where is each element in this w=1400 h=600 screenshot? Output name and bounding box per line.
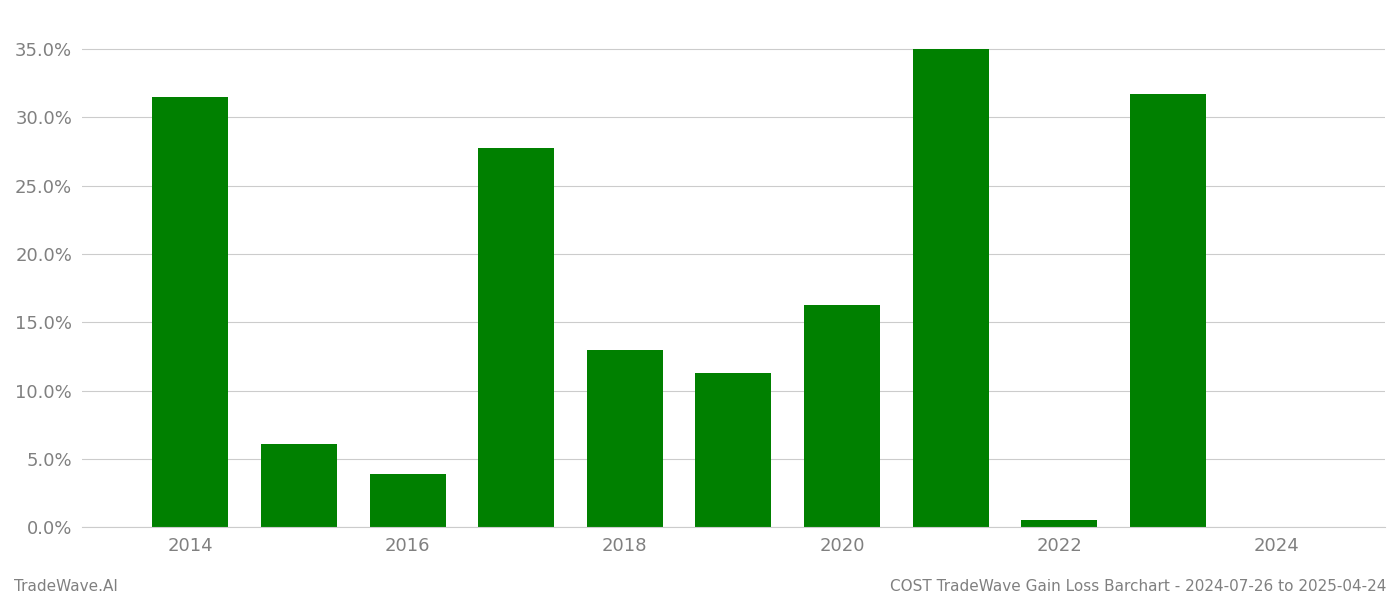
Bar — [804, 305, 881, 527]
Bar — [1130, 94, 1205, 527]
Bar — [587, 350, 662, 527]
Bar — [913, 49, 988, 527]
Bar — [260, 444, 337, 527]
Text: COST TradeWave Gain Loss Barchart - 2024-07-26 to 2025-04-24: COST TradeWave Gain Loss Barchart - 2024… — [889, 579, 1386, 594]
Bar — [1021, 520, 1098, 527]
Bar — [370, 474, 445, 527]
Bar — [479, 148, 554, 527]
Text: TradeWave.AI: TradeWave.AI — [14, 579, 118, 594]
Bar — [696, 373, 771, 527]
Bar — [153, 97, 228, 527]
